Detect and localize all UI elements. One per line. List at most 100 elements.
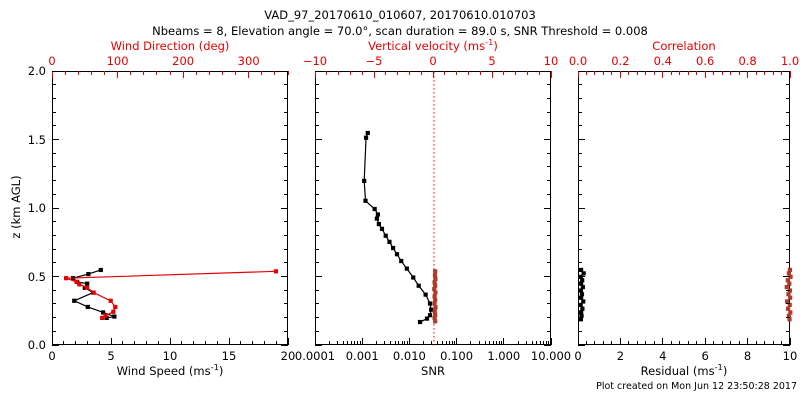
y-minor-tick: [52, 303, 56, 305]
x-minor-tick-bottom: [645, 341, 647, 345]
data-point: [273, 269, 278, 274]
x-tick-label-top: 0.0: [568, 54, 588, 68]
y-tick: [578, 70, 585, 72]
y-minor-tick-right: [284, 303, 288, 305]
x-minor-tick-top: [444, 71, 446, 75]
y-tick-label: 1.5: [27, 132, 46, 147]
x-tick-label-bottom: 5: [107, 349, 115, 363]
x-minor-tick-bottom: [687, 341, 689, 345]
data-point: [391, 245, 396, 251]
y-minor-tick-right: [786, 166, 790, 168]
x-minor-tick-bottom: [492, 341, 494, 345]
x-tick-label-top: 1.0: [780, 54, 800, 68]
data-point: [433, 319, 438, 324]
y-minor-tick-right: [786, 303, 790, 305]
x-minor-tick-bottom: [540, 341, 542, 345]
data-point: [579, 281, 584, 286]
x-minor-tick-top: [515, 71, 517, 75]
y-minor-tick-right: [284, 180, 288, 182]
y-minor-tick-right: [284, 193, 288, 195]
data-point: [91, 290, 96, 295]
data-point: [85, 304, 90, 310]
y-minor-tick: [52, 152, 56, 154]
data-point: [100, 315, 105, 321]
y-minor-tick-right: [284, 330, 288, 332]
x-minor-tick-bottom: [696, 341, 698, 345]
data-point: [387, 239, 392, 244]
x-minor-tick-bottom: [764, 341, 766, 345]
x-minor-tick-top: [503, 71, 505, 75]
y-minor-tick-right: [284, 97, 288, 99]
x-tick-bottom: [361, 338, 363, 345]
y-tick-right: [281, 344, 288, 346]
data-point: [376, 221, 381, 227]
y-minor-tick: [315, 248, 319, 250]
y-minor-tick-right: [284, 111, 288, 113]
x-minor-tick-bottom: [275, 341, 277, 345]
x-minor-tick-top: [713, 71, 715, 75]
data-point: [580, 284, 585, 290]
x-tick-bottom: [228, 338, 230, 345]
data-point: [579, 267, 584, 273]
y-minor-tick: [578, 84, 582, 86]
y-minor-tick-right: [284, 152, 288, 154]
y-tick: [315, 276, 322, 277]
x-minor-tick-bottom: [517, 341, 519, 345]
x-tick-bottom: [503, 338, 505, 345]
x-minor-tick-top: [645, 71, 647, 75]
x-minor-tick-top: [169, 71, 171, 75]
x-minor-tick-top: [738, 71, 740, 75]
data-point: [363, 135, 369, 140]
y-minor-tick: [578, 111, 582, 113]
data-point: [365, 130, 370, 136]
x-tick-label-top: 5: [488, 54, 496, 68]
y-minor-tick: [315, 125, 319, 127]
x-tick-label-top: −5: [365, 54, 383, 68]
x-tick-label-top: 0.4: [653, 54, 672, 68]
x-minor-tick-bottom: [351, 341, 353, 345]
y-minor-tick: [315, 221, 319, 223]
y-minor-tick-right: [284, 289, 288, 291]
y-minor-tick: [52, 330, 56, 332]
y-tick-right: [783, 276, 790, 277]
data-point: [581, 271, 586, 276]
y-tick: [52, 70, 59, 72]
x-minor-tick-top: [397, 71, 399, 75]
figure-title: VAD_97_20170610_010607, 20170610.010703: [264, 8, 536, 22]
x-minor-tick-top: [704, 71, 706, 75]
y-tick: [315, 344, 322, 346]
y-minor-tick: [315, 193, 319, 195]
x-tick-bottom: [169, 338, 171, 345]
data-point: [399, 258, 404, 264]
x-minor-tick-top: [628, 71, 630, 75]
y-minor-tick: [578, 317, 582, 319]
y-minor-tick-right: [284, 234, 288, 236]
data-point: [416, 283, 421, 288]
x-tick-label-bottom: 20: [280, 349, 296, 363]
data-point: [411, 275, 416, 280]
y-minor-tick: [578, 221, 582, 223]
x-minor-tick-top: [287, 71, 289, 75]
x-minor-tick-bottom: [63, 341, 65, 345]
x-tick-label-top: −10: [302, 54, 328, 68]
x-tick-label-bottom: 10.000: [530, 349, 572, 363]
x-minor-tick-top: [696, 71, 698, 75]
x-minor-tick-bottom: [679, 341, 681, 345]
x-tick-label-bottom: 0.010: [392, 349, 426, 363]
data-point: [101, 310, 106, 315]
y-minor-tick-right: [547, 125, 551, 127]
y-minor-tick-right: [284, 262, 288, 264]
x-minor-tick-top: [550, 71, 552, 75]
x-minor-tick-bottom: [342, 341, 344, 345]
y-tick-label: 1.0: [27, 201, 46, 215]
x-axis-title-top: Correlation: [652, 39, 716, 53]
x-minor-tick-bottom: [423, 341, 425, 345]
y-minor-tick: [578, 289, 582, 291]
y-tick-right: [544, 70, 551, 72]
data-point: [86, 271, 91, 277]
data-point: [427, 313, 433, 318]
x-minor-tick-top: [467, 71, 469, 75]
y-tick: [578, 139, 585, 140]
x-minor-tick-bottom: [772, 341, 774, 345]
y-tick: [52, 139, 59, 140]
